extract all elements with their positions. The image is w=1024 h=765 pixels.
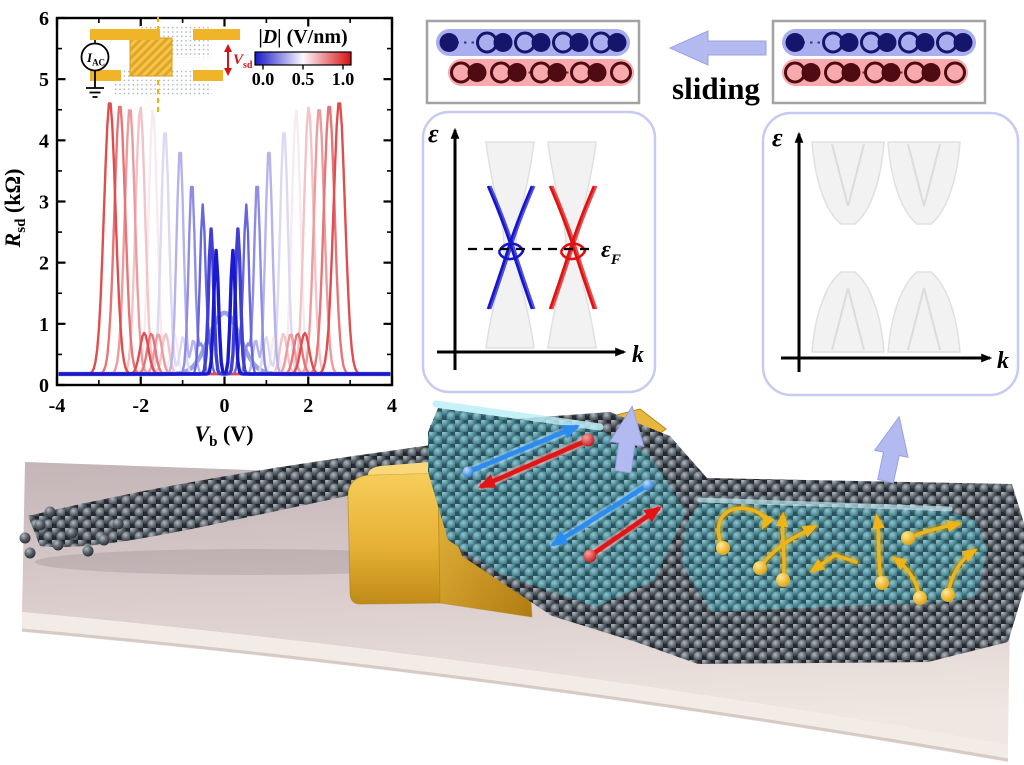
svg-text:2: 2: [303, 395, 313, 417]
up-arrow-right: [873, 415, 909, 484]
axis-ticks: -4 -2 0 2 4 0 1 2 3 4 5 6: [39, 8, 397, 417]
gate-square: [129, 37, 173, 77]
svg-text:3: 3: [39, 191, 49, 213]
svg-text:4: 4: [387, 395, 397, 417]
inset-electrodes: [90, 29, 240, 81]
energy-axis-label: ε: [772, 123, 783, 152]
blue-channel-arrow-1: [465, 424, 580, 475]
ground-icon: [86, 70, 104, 98]
edge-channel-arrows: [463, 422, 663, 561]
y-axis-label: Rsd (kΩ): [0, 169, 29, 249]
device-3d-scene: [19, 400, 1024, 762]
red-channel-arrow-1: [478, 437, 591, 489]
blue-channel-arrow-2: [550, 482, 651, 547]
svg-text:0.0: 0.0: [252, 69, 275, 89]
up-arrow-left: [609, 405, 645, 474]
momentum-axis-label: k: [632, 342, 644, 368]
vsd-label: Vsd: [233, 52, 253, 71]
cyan-glow-right: [697, 497, 953, 512]
red-carrier-ball: [581, 433, 595, 447]
sliding-panel-before: [771, 19, 987, 105]
substrate-front-edge: [21, 628, 1009, 762]
gapped-bands: [811, 141, 961, 353]
substrate-front-face: [22, 612, 1008, 762]
momentum-axis-label: k: [997, 348, 1009, 374]
colorbar-title: |D| (V/nm): [258, 26, 347, 48]
x-axis-label: Vb (V): [194, 421, 253, 450]
svg-text:0.5: 0.5: [292, 69, 315, 89]
fermi-level-label: εF: [601, 237, 621, 268]
colorbar: |D| (V/nm) 0.0 0.5 1.0: [252, 26, 355, 89]
ac-current-source-label: IAC: [86, 50, 105, 68]
sliding-label: sliding: [672, 71, 760, 106]
cyan-glow-ridge: [432, 400, 604, 431]
energy-axis-label: ε: [428, 119, 439, 148]
svg-text:0: 0: [39, 375, 49, 397]
blue-carrier-ball: [642, 479, 654, 491]
chart-curves: [58, 102, 391, 377]
band-structure-left: εF ε k: [421, 110, 657, 394]
svg-text:-4: -4: [49, 395, 66, 417]
svg-text:5: 5: [39, 69, 49, 91]
red-channel-arrow-2: [587, 506, 662, 559]
svg-text:-2: -2: [132, 395, 149, 417]
red-carrier-ball: [583, 549, 597, 563]
svg-text:1: 1: [39, 314, 49, 336]
scattered-atoms: [19, 506, 124, 559]
blue-carrier-ball: [462, 466, 474, 478]
edge-state-red: [548, 185, 598, 310]
svg-text:4: 4: [39, 130, 49, 152]
svg-text:0: 0: [220, 395, 230, 417]
band-structure-right: ε k: [761, 111, 1020, 397]
device-inset: IAC Vsd: [80, 17, 253, 114]
svg-text:2: 2: [39, 253, 49, 275]
electron-trajectories: [713, 503, 979, 605]
svg-text:6: 6: [39, 8, 49, 30]
sliding-schematic: [425, 19, 987, 105]
colorbar-gradient: [254, 51, 352, 66]
edge-state-blue: [486, 185, 536, 310]
sliding-arrow: [668, 30, 767, 66]
resistance-chart: -4 -2 0 2 4 0 1 2 3 4 5 6 Rsd (kΩ) Vb (V) |D| (V/nm…: [0, 8, 397, 450]
gapped-band-inner-lines: [831, 143, 941, 351]
sliding-panel-after: [425, 19, 641, 105]
teal-sheet-right: [683, 503, 987, 612]
svg-text:1.0: 1.0: [332, 69, 355, 89]
